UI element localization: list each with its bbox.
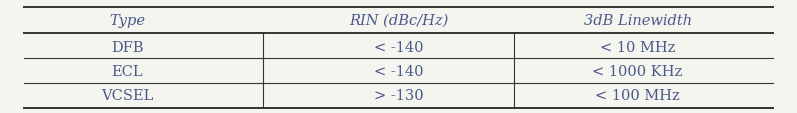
Text: ECL: ECL xyxy=(112,65,143,79)
Text: VCSEL: VCSEL xyxy=(101,89,154,102)
Text: 3dB Linewidth: 3dB Linewidth xyxy=(583,14,692,28)
Text: < 10 MHz: < 10 MHz xyxy=(600,41,675,55)
Text: RIN (dBc/Hz): RIN (dBc/Hz) xyxy=(349,14,448,28)
Text: DFB: DFB xyxy=(112,41,143,55)
Text: < -140: < -140 xyxy=(374,41,423,55)
Text: Type: Type xyxy=(109,14,146,28)
Text: > -130: > -130 xyxy=(374,89,423,102)
Text: < 1000 KHz: < 1000 KHz xyxy=(592,65,683,79)
Text: < 100 MHz: < 100 MHz xyxy=(595,89,680,102)
Text: < -140: < -140 xyxy=(374,65,423,79)
